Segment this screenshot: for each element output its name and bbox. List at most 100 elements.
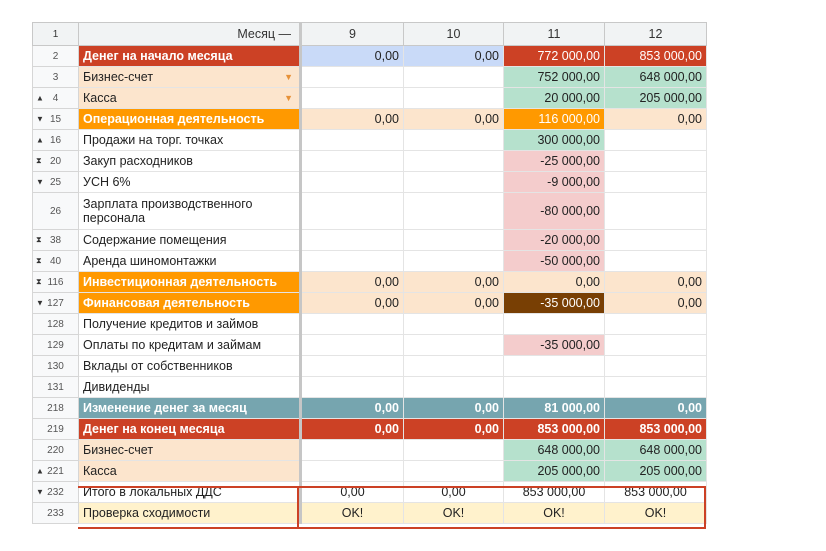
row-label[interactable]: Оплаты по кредитам и займам (78, 334, 301, 356)
expand-icon[interactable]: ▲ (36, 93, 44, 103)
cell[interactable] (403, 129, 504, 151)
month-header-label[interactable]: Месяц — (78, 22, 301, 46)
cell[interactable] (403, 229, 504, 251)
cell[interactable]: 752 000,00 (503, 66, 605, 88)
row-number[interactable]: ▼ 127 (32, 292, 79, 314)
row-number[interactable]: ▲ 4 (32, 87, 79, 109)
row-number[interactable]: ▲ 221 (32, 460, 79, 482)
cell[interactable] (299, 250, 404, 272)
row-number[interactable]: 2 (32, 45, 79, 67)
cell[interactable]: -9 000,00 (503, 171, 605, 193)
row-number[interactable]: ▼ 232 (32, 481, 79, 503)
cell[interactable] (604, 150, 707, 172)
expand-icon[interactable]: ▲ (36, 466, 44, 476)
cell[interactable] (604, 192, 707, 230)
cell[interactable] (604, 250, 707, 272)
row-label[interactable]: Денег на конец месяца (78, 418, 301, 440)
cell[interactable] (299, 192, 404, 230)
row-number[interactable]: ⧗ 20 (32, 150, 79, 172)
row-label[interactable]: Денег на начало месяца (78, 45, 301, 67)
cell[interactable]: 0,00 (403, 271, 504, 293)
dropdown-arrow-icon[interactable]: ▼ (284, 93, 293, 103)
cell[interactable]: 648 000,00 (604, 439, 707, 461)
cell[interactable] (299, 439, 404, 461)
row-number[interactable]: 26 (32, 192, 79, 230)
dropdown-arrow-icon[interactable]: ▼ (284, 72, 293, 82)
row-label[interactable]: Касса (78, 460, 301, 482)
cell[interactable] (604, 313, 707, 335)
row-number[interactable]: 220 (32, 439, 79, 461)
cell[interactable]: 853 000,00 (604, 418, 707, 440)
row-label[interactable]: Дивиденды (78, 376, 301, 398)
row-number[interactable]: 131 (32, 376, 79, 398)
cell[interactable] (299, 460, 404, 482)
row-number[interactable]: 219 (32, 418, 79, 440)
cell[interactable] (299, 66, 404, 88)
cell[interactable]: OK! (299, 502, 404, 524)
cell[interactable]: -20 000,00 (503, 229, 605, 251)
row-label-dropdown[interactable]: Касса ▼ (78, 87, 301, 109)
cell[interactable]: 0,00 (299, 292, 404, 314)
cell[interactable]: -35 000,00 (503, 292, 605, 314)
cell[interactable]: OK! (503, 502, 605, 524)
cell[interactable]: 0,00 (604, 292, 707, 314)
cell[interactable]: 853 000,00 (503, 418, 605, 440)
cell[interactable]: 0,00 (403, 481, 504, 503)
cell[interactable] (604, 171, 707, 193)
cell[interactable]: 0,00 (403, 397, 504, 419)
cell[interactable]: 0,00 (604, 271, 707, 293)
cell[interactable]: 853 000,00 (503, 481, 605, 503)
row-number[interactable]: ⧗ 116 (32, 271, 79, 293)
row-number[interactable]: ▼ 15 (32, 108, 79, 130)
cell[interactable]: 0,00 (299, 397, 404, 419)
row-label[interactable]: Проверка сходимости (78, 502, 301, 524)
cell[interactable] (604, 334, 707, 356)
collapse-icon[interactable]: ▼ (36, 487, 44, 497)
row-number[interactable]: 218 (32, 397, 79, 419)
expand-collapse-icon[interactable]: ⧗ (36, 277, 42, 286)
row-label[interactable]: УСН 6% (78, 171, 301, 193)
cell[interactable] (403, 192, 504, 230)
collapse-icon[interactable]: ▼ (36, 114, 44, 124)
row-label[interactable]: Аренда шиномонтажки (78, 250, 301, 272)
row-label[interactable]: Инвестиционная деятельность (78, 271, 301, 293)
cell[interactable] (299, 376, 404, 398)
row-number[interactable]: 233 (32, 502, 79, 524)
cell[interactable]: 0,00 (299, 418, 404, 440)
row-label[interactable]: Итого в локальных ДДС (78, 481, 301, 503)
row-label[interactable]: Операционная деятельность (78, 108, 301, 130)
cell[interactable] (403, 87, 504, 109)
cell[interactable] (503, 355, 605, 377)
cell[interactable]: 0,00 (299, 108, 404, 130)
collapse-icon[interactable]: ▼ (36, 298, 44, 308)
cell[interactable]: 648 000,00 (503, 439, 605, 461)
cell[interactable] (403, 439, 504, 461)
row-number[interactable]: 1 (32, 22, 79, 46)
expand-collapse-icon[interactable]: ⧗ (36, 156, 42, 165)
cell[interactable] (403, 66, 504, 88)
cell[interactable] (604, 229, 707, 251)
cell[interactable]: 0,00 (503, 271, 605, 293)
cell[interactable]: 20 000,00 (503, 87, 605, 109)
cell[interactable]: 0,00 (604, 108, 707, 130)
cell[interactable] (503, 313, 605, 335)
row-number[interactable]: 128 (32, 313, 79, 335)
row-label[interactable]: Продажи на торг. точках (78, 129, 301, 151)
row-number[interactable]: ▼ 25 (32, 171, 79, 193)
cell[interactable]: 648 000,00 (604, 66, 707, 88)
row-label[interactable]: Вклады от собственников (78, 355, 301, 377)
cell[interactable] (299, 334, 404, 356)
cell[interactable] (299, 313, 404, 335)
row-number[interactable]: 130 (32, 355, 79, 377)
cell[interactable] (299, 129, 404, 151)
cell[interactable]: 300 000,00 (503, 129, 605, 151)
cell[interactable] (403, 313, 504, 335)
cell[interactable] (604, 355, 707, 377)
cell[interactable] (403, 355, 504, 377)
cell[interactable]: 81 000,00 (503, 397, 605, 419)
row-label[interactable]: Зарплата производственного персонала (78, 192, 301, 230)
row-label[interactable]: Закуп расходников (78, 150, 301, 172)
cell[interactable] (403, 171, 504, 193)
expand-collapse-icon[interactable]: ⧗ (36, 256, 42, 265)
cell[interactable]: -35 000,00 (503, 334, 605, 356)
